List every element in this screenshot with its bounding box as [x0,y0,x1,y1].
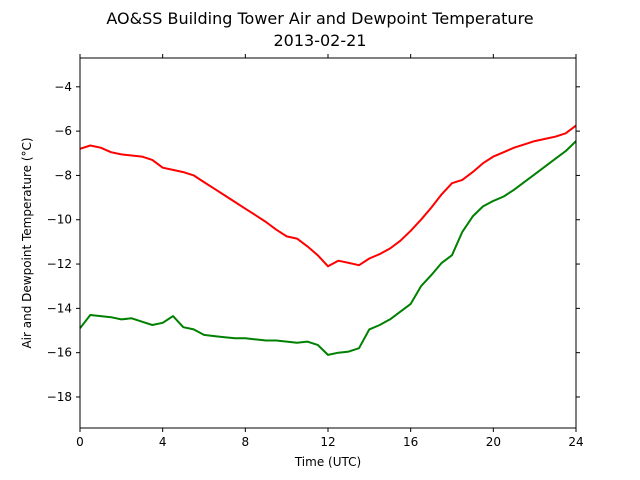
x-tick-label: 8 [242,435,250,449]
y-tick-label: −6 [54,124,72,138]
y-axis-label: Air and Dewpoint Temperature (°C) [20,137,34,348]
x-tick-label: 16 [403,435,418,449]
series-line-2 [79,140,577,356]
x-tick-label: 4 [159,435,167,449]
x-tick-label: 12 [320,435,335,449]
x-ticks: 0 4 8 12 16 20 24 [76,54,584,449]
plot-area: 0 4 8 12 16 20 24 −18 −16 −14 −12 −10 −8 −6 −4 [47,54,584,449]
y-tick-label: −14 [47,301,72,315]
y-tick-label: −16 [47,346,72,360]
y-tick-label: −4 [54,80,72,94]
x-tick-label: 20 [486,435,501,449]
y-tick-label: −8 [54,168,72,182]
plot-frame [79,57,577,429]
y-tick-label: −10 [47,213,72,227]
chart-title: AO&SS Building Tower Air and Dewpoint Te… [106,9,533,28]
y-ticks: −18 −16 −14 −12 −10 −8 −6 −4 [47,80,580,404]
x-tick-label: 24 [568,435,583,449]
series-layer [79,124,577,356]
y-tick-label: −18 [47,390,72,404]
chart-subtitle: 2013-02-21 [274,31,367,50]
x-tick-label: 0 [76,435,84,449]
y-tick-label: −12 [47,257,72,271]
series-line-1 [79,124,577,268]
x-axis-label: Time (UTC) [294,455,361,469]
